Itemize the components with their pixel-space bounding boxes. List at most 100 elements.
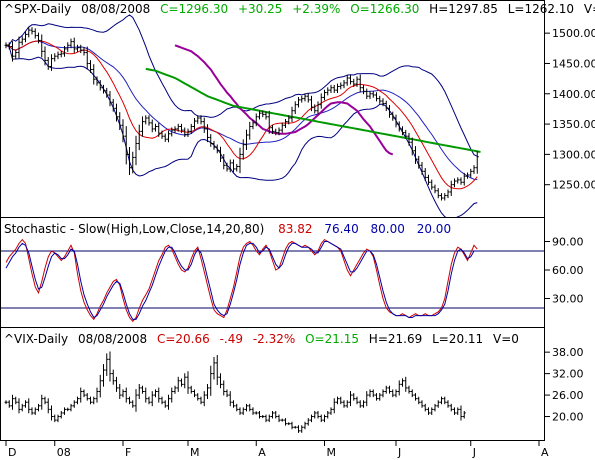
price-y-tick-label: 1400.00	[552, 88, 595, 101]
vix-bar	[381, 389, 385, 398]
price-bar	[258, 110, 261, 120]
vix-bar	[30, 407, 34, 415]
price-bar	[7, 42, 11, 50]
price-bar	[79, 44, 83, 54]
vix-bar	[154, 389, 157, 398]
price-bar	[306, 93, 310, 103]
price-bar	[475, 150, 479, 174]
price-bar	[124, 126, 128, 165]
price-bar	[456, 177, 460, 184]
price-bar	[342, 80, 346, 89]
vix-bar	[310, 414, 313, 423]
price-bar	[160, 130, 164, 139]
vix-bar	[423, 403, 427, 412]
x-axis-ticks: D 08 F M A M J J A	[5, 440, 549, 459]
vix-y-tick-label: 20.00	[552, 411, 584, 424]
vix-bar	[219, 373, 222, 389]
vix-bar	[440, 396, 443, 405]
x-tick-label: M	[190, 446, 200, 459]
price-bar	[215, 144, 219, 154]
vix-bar	[105, 353, 109, 376]
price-bar	[436, 188, 440, 199]
vix-bar	[254, 411, 258, 415]
vix-bar	[404, 376, 408, 392]
price-bar	[72, 37, 76, 53]
price-y-tick-label: 1350.00	[552, 118, 595, 131]
vix-bar	[63, 407, 66, 415]
vix-bar	[46, 398, 50, 414]
vix-bar	[358, 400, 362, 408]
price-bar	[433, 184, 437, 194]
price-bar	[40, 34, 44, 58]
vix-bar	[277, 414, 281, 423]
price-bar	[102, 84, 105, 94]
vix-bar	[98, 374, 102, 398]
vix-bar	[345, 400, 349, 408]
price-bar	[69, 38, 73, 49]
price-bar	[391, 111, 395, 121]
price-bar	[466, 172, 469, 179]
vix-bar	[144, 387, 148, 403]
price-bar	[300, 95, 304, 103]
price-bar	[202, 117, 206, 133]
vix-bar	[40, 394, 44, 410]
price-bar	[228, 159, 232, 173]
price-bar	[89, 60, 92, 73]
vix-bar	[50, 405, 53, 421]
vix-bar	[365, 391, 369, 407]
price-bar	[469, 168, 473, 178]
vix-bar	[95, 387, 99, 403]
vix-bar	[173, 385, 177, 394]
price-bar	[329, 84, 333, 93]
price-bar	[368, 90, 372, 99]
price-bar	[30, 27, 34, 35]
price-y-tick-label: 1250.00	[552, 179, 595, 192]
price-bar	[313, 104, 317, 114]
price-bar	[59, 50, 63, 58]
price-bar	[85, 46, 89, 70]
vix-bar	[371, 389, 375, 398]
price-bar	[232, 159, 235, 173]
vix-bar	[313, 410, 317, 419]
vix-bar	[66, 407, 70, 412]
vix-bar	[14, 396, 18, 405]
price-bar	[287, 115, 291, 125]
price-bar	[163, 133, 167, 142]
price-bar	[92, 64, 96, 85]
vix-bar	[274, 410, 278, 419]
vix-bar	[4, 400, 8, 405]
price-bar	[105, 87, 109, 98]
price-bar	[170, 127, 174, 137]
price-bar	[167, 130, 170, 143]
vix-bar	[238, 407, 242, 415]
vix-bar	[248, 403, 252, 412]
vix-bar	[124, 387, 128, 403]
price-bar	[183, 127, 187, 138]
vix-bar	[141, 385, 144, 394]
price-bar	[316, 101, 320, 115]
stochastic-y-tick-label: 60.00	[552, 264, 584, 277]
vix-bar	[215, 355, 219, 386]
price-bar	[459, 177, 463, 185]
price-bar	[384, 100, 388, 112]
price-y-axis: 1500.00 1450.00 1400.00 1350.00 1300.00 1250.…	[545, 27, 595, 192]
vix-bar	[388, 385, 391, 394]
vix-bar	[339, 396, 343, 405]
vix-bar	[222, 380, 226, 396]
price-bar	[37, 32, 40, 44]
price-bar	[378, 95, 382, 104]
vix-bar	[407, 385, 411, 394]
vix-bar	[378, 393, 382, 401]
vix-bar	[82, 389, 86, 398]
vix-bar	[397, 380, 401, 396]
vix-bar	[27, 398, 31, 414]
price-bar	[238, 147, 242, 174]
ma-10-line	[5, 40, 478, 190]
price-bar	[414, 146, 417, 164]
price-bar	[280, 122, 284, 133]
vix-bar	[128, 396, 131, 405]
price-bar	[303, 93, 307, 102]
vix-bar	[303, 421, 307, 430]
price-bar	[24, 31, 27, 43]
price-bar	[134, 135, 138, 166]
